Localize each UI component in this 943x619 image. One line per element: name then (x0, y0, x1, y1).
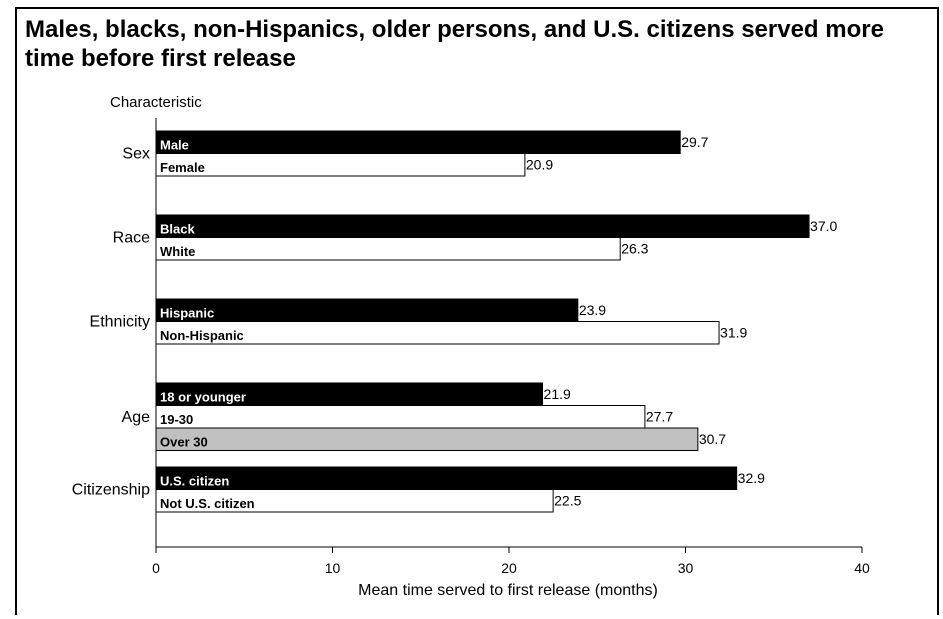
bar (155, 153, 526, 177)
group-label-ethnicity: Ethnicity (90, 314, 150, 331)
chart-frame (15, 7, 939, 615)
bar (155, 405, 646, 429)
bar (155, 466, 738, 490)
y-axis-label: Characteristic (110, 94, 202, 111)
bar (155, 214, 810, 238)
bar (155, 427, 699, 451)
data-label: 22.5 (554, 493, 581, 509)
x-tick-label: 0 (152, 560, 160, 576)
bar-label: Hispanic (160, 306, 214, 321)
bar-label: Over 30 (160, 435, 208, 450)
bar-label: Male (160, 138, 189, 153)
data-label: 27.7 (646, 409, 673, 425)
group-label-age: Age (122, 409, 151, 426)
bar-label: Black (160, 222, 195, 237)
data-label: 29.7 (681, 134, 708, 150)
x-tick-label: 10 (325, 560, 341, 576)
x-tick-label: 30 (678, 560, 694, 576)
data-label: 23.9 (579, 302, 606, 318)
data-label: 37.0 (810, 218, 837, 234)
group-label-race: Race (113, 230, 150, 247)
data-label: 30.7 (699, 431, 726, 447)
bar-label: 19-30 (160, 412, 193, 427)
bar-label: Non-Hispanic (160, 328, 244, 343)
data-label: 20.9 (526, 157, 553, 173)
bar-label: U.S. citizen (160, 474, 229, 489)
bar-label: 18 or younger (160, 390, 246, 405)
x-tick-label: 40 (854, 560, 870, 576)
bar-label: Female (160, 160, 205, 175)
bar (155, 130, 681, 154)
bar (155, 298, 579, 322)
bar-label: Not U.S. citizen (160, 496, 255, 511)
data-label: 21.9 (544, 386, 571, 402)
bar-label: White (160, 244, 195, 259)
group-label-citizenship: Citizenship (72, 482, 150, 499)
x-axis-label: Mean time served to first release (month… (358, 582, 658, 599)
group-label-sex: Sex (122, 146, 150, 163)
data-label: 26.3 (621, 241, 648, 257)
x-tick-label: 20 (501, 560, 517, 576)
chart-title: Males, blacks, non-Hispanics, older pers… (25, 16, 884, 72)
data-label: 31.9 (720, 325, 747, 341)
bar (155, 237, 621, 261)
data-label: 32.9 (738, 470, 765, 486)
